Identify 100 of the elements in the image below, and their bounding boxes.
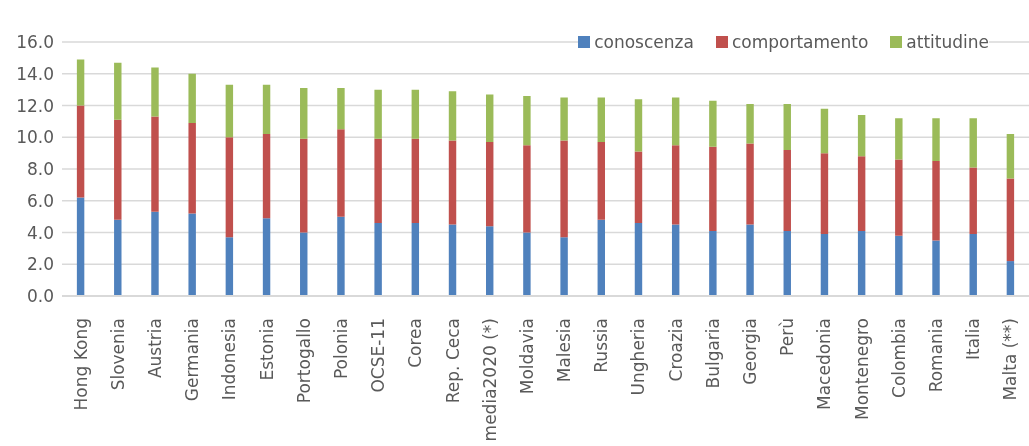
- y-tick-label: 10.0: [16, 127, 54, 148]
- y-tick-label: 6.0: [26, 190, 54, 211]
- bar: [597, 142, 606, 220]
- bar: [857, 156, 866, 231]
- bar: [932, 161, 940, 241]
- y-tick-label: 8.0: [26, 159, 54, 180]
- bar: [746, 224, 754, 296]
- x-tick-label: Moldavia: [516, 318, 537, 395]
- bar: [709, 146, 717, 231]
- bar: [857, 115, 866, 157]
- x-tick-label: Bulgaria: [702, 318, 723, 389]
- bar: [337, 216, 345, 296]
- bar: [969, 167, 977, 235]
- bar: [374, 89, 382, 139]
- bar: [374, 222, 382, 296]
- y-tick-label: 12.0: [16, 95, 54, 116]
- bar: [820, 108, 829, 154]
- bar: [151, 211, 159, 296]
- y-tick-label: 14.0: [16, 63, 54, 84]
- bar: [634, 222, 643, 296]
- x-tick-label: Colombia: [888, 318, 909, 398]
- bar: [448, 140, 457, 225]
- bar: [895, 159, 903, 236]
- bar: [76, 59, 85, 106]
- bar: [783, 149, 791, 231]
- x-tick-label: OCSE-11: [368, 318, 389, 393]
- legend-label: conoscenza: [594, 32, 694, 52]
- bar: [188, 122, 196, 214]
- bar: [262, 218, 271, 296]
- bar: [225, 137, 234, 238]
- x-tick-label: Germania: [182, 318, 203, 402]
- bar: [932, 240, 940, 296]
- bar: [523, 95, 531, 146]
- x-tick-label: Corea: [405, 318, 426, 368]
- x-tick-label: Slovenia: [107, 318, 128, 391]
- y-tick-label: 0.0: [26, 286, 54, 307]
- bar: [300, 88, 308, 139]
- bar: [262, 134, 271, 219]
- bar: [188, 213, 196, 296]
- bar: [151, 116, 159, 212]
- x-tick-label: Romania: [926, 318, 947, 393]
- bar: [374, 138, 382, 223]
- bar: [560, 140, 568, 238]
- bar: [932, 118, 940, 162]
- bar: [671, 224, 680, 296]
- bar: [671, 97, 680, 146]
- bar: [709, 230, 717, 296]
- bar: [895, 235, 903, 296]
- bar: [448, 224, 457, 296]
- bar: [300, 232, 308, 296]
- bar: [114, 219, 122, 296]
- bar: [188, 73, 196, 123]
- bar: [634, 99, 643, 152]
- bar: [671, 145, 680, 225]
- bar: [969, 234, 977, 296]
- legend-label: attitudine: [906, 32, 989, 52]
- y-tick-label: 16.0: [16, 32, 54, 53]
- bar: [746, 103, 754, 144]
- bar: [1006, 261, 1015, 296]
- bar: [76, 197, 85, 296]
- bar: [560, 97, 568, 141]
- bar: [151, 67, 159, 117]
- bar: [337, 88, 345, 130]
- bar: [337, 129, 345, 217]
- bar: [634, 151, 643, 223]
- x-tick-label: Malesia: [554, 318, 575, 383]
- bar: [300, 138, 308, 233]
- bar: [820, 234, 829, 296]
- bar: [1006, 178, 1015, 262]
- bar: [523, 232, 531, 296]
- bar: [820, 153, 829, 235]
- bar: [262, 84, 271, 135]
- bar: [783, 230, 791, 296]
- bar: [709, 100, 717, 147]
- x-tick-label: Rep. Ceca: [442, 318, 463, 404]
- x-tick-label: Malta (**): [1000, 318, 1021, 401]
- x-tick-label: Hong Kong: [70, 318, 91, 411]
- x-tick-label: Polonia: [330, 318, 351, 380]
- bar: [411, 89, 420, 139]
- bar: [411, 138, 420, 223]
- y-tick-label: 4.0: [26, 222, 54, 243]
- bar: [746, 143, 754, 225]
- x-tick-label: Austria: [144, 318, 165, 379]
- x-tick-label: Estonia: [256, 318, 277, 381]
- bar: [448, 91, 457, 141]
- bar: [523, 145, 531, 233]
- x-tick-label: Perù: [777, 318, 798, 356]
- x-tick-label: Croazia: [665, 318, 686, 382]
- bar: [411, 222, 420, 296]
- x-tick-label: media2020 (*): [479, 318, 500, 442]
- bar: [485, 142, 494, 227]
- bar: [1006, 134, 1015, 179]
- bar: [857, 230, 866, 296]
- x-tick-label: Ungheria: [628, 318, 649, 396]
- bar: [597, 219, 606, 296]
- x-tick-label: Portogallo: [293, 318, 314, 404]
- bar: [485, 226, 494, 296]
- x-tick-label: Indonesia: [219, 318, 240, 401]
- bar: [485, 94, 494, 143]
- bar: [114, 62, 122, 120]
